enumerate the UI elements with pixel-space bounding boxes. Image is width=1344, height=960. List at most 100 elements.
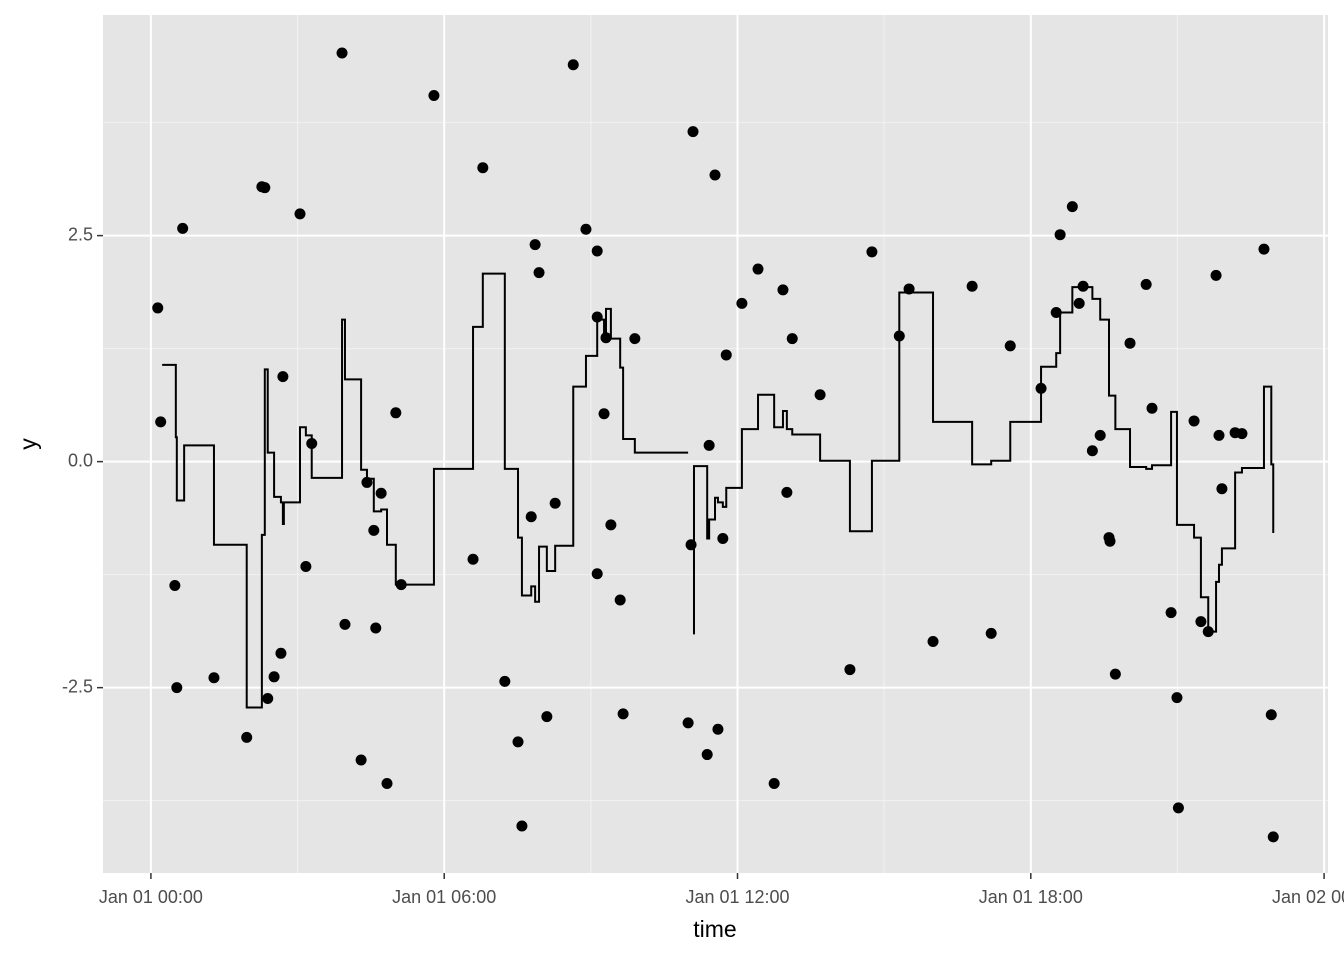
data-point — [717, 532, 729, 544]
data-point — [580, 223, 592, 235]
data-point — [370, 622, 382, 634]
data-point — [1073, 297, 1085, 309]
x-tick-label: Jan 01 12:00 — [685, 887, 789, 907]
data-point — [549, 497, 561, 509]
data-point — [339, 618, 351, 630]
y-tick-label: 0.0 — [68, 450, 93, 470]
data-point — [355, 754, 367, 766]
data-point — [614, 594, 626, 606]
data-point — [1236, 428, 1248, 440]
data-point — [300, 561, 312, 573]
data-point — [381, 777, 393, 789]
data-point — [177, 222, 189, 234]
data-point — [152, 302, 164, 314]
data-point — [629, 333, 641, 345]
data-point — [786, 333, 798, 345]
y-tick-label: 2.5 — [68, 224, 93, 244]
data-point — [1213, 429, 1225, 441]
data-point — [277, 371, 289, 383]
data-point — [703, 439, 715, 451]
data-point — [701, 749, 713, 761]
data-point — [1265, 709, 1277, 721]
data-point — [1109, 668, 1121, 680]
data-point — [259, 182, 271, 194]
data-point — [768, 777, 780, 789]
data-point — [687, 126, 699, 138]
data-point — [467, 553, 479, 565]
y-axis-title: y — [15, 438, 41, 450]
data-point — [1140, 278, 1152, 290]
data-point — [390, 407, 402, 419]
data-point — [525, 511, 537, 523]
data-point — [428, 89, 440, 101]
data-point — [1124, 337, 1136, 349]
y-tick-label: -2.5 — [62, 676, 93, 696]
data-point — [1216, 483, 1228, 495]
data-point — [777, 284, 789, 296]
data-point — [1066, 201, 1078, 213]
data-point — [268, 671, 280, 683]
plot-panel — [103, 15, 1328, 873]
data-point — [866, 246, 878, 258]
data-point — [368, 524, 380, 536]
data-point — [1054, 229, 1066, 241]
data-point — [709, 169, 721, 181]
x-tick-label: Jan 01 18:00 — [979, 887, 1083, 907]
data-point — [1195, 616, 1207, 628]
data-point — [1258, 243, 1270, 255]
data-point — [477, 162, 489, 174]
data-point — [155, 416, 167, 428]
data-point — [336, 47, 348, 59]
data-point — [591, 245, 603, 257]
x-axis-title: time — [693, 916, 736, 942]
data-point — [1050, 306, 1062, 318]
data-point — [605, 519, 617, 531]
data-point — [844, 664, 856, 676]
data-point — [985, 627, 997, 639]
data-point — [682, 717, 694, 729]
data-point — [1267, 831, 1279, 843]
data-point — [1171, 692, 1183, 704]
data-point — [720, 349, 732, 361]
data-point — [171, 682, 183, 694]
data-point — [499, 675, 511, 687]
data-point — [1004, 340, 1016, 352]
data-point — [375, 487, 387, 499]
x-tick-label: Jan 01 00:00 — [99, 887, 203, 907]
data-point — [294, 208, 306, 220]
data-point — [275, 647, 287, 659]
x-tick-label: Jan 01 06:00 — [392, 887, 496, 907]
step-line — [162, 272, 1275, 709]
data-point — [1094, 429, 1106, 441]
data-point — [533, 267, 545, 279]
data-point — [241, 731, 253, 743]
x-tick-label: Jan 02 00:00 — [1272, 887, 1344, 907]
data-point — [1165, 607, 1177, 619]
data-point — [567, 59, 579, 71]
data-point — [1146, 402, 1158, 414]
data-point — [541, 711, 553, 723]
data-point — [529, 239, 541, 251]
data-point — [927, 636, 939, 648]
data-point — [736, 297, 748, 309]
data-point — [516, 820, 528, 832]
data-point — [169, 579, 181, 591]
data-point — [1086, 445, 1098, 457]
data-point — [752, 263, 764, 275]
data-point — [591, 568, 603, 580]
data-point — [1172, 802, 1184, 814]
data-point — [208, 672, 220, 684]
data-point — [1210, 269, 1222, 281]
data-point — [262, 693, 274, 705]
data-point — [617, 708, 629, 720]
data-point — [814, 389, 826, 401]
data-point — [598, 408, 610, 420]
data-point — [781, 486, 793, 498]
data-point — [712, 723, 724, 735]
data-point — [966, 280, 978, 292]
data-point — [1104, 535, 1116, 547]
data-point — [1188, 415, 1200, 427]
data-point — [512, 736, 524, 748]
